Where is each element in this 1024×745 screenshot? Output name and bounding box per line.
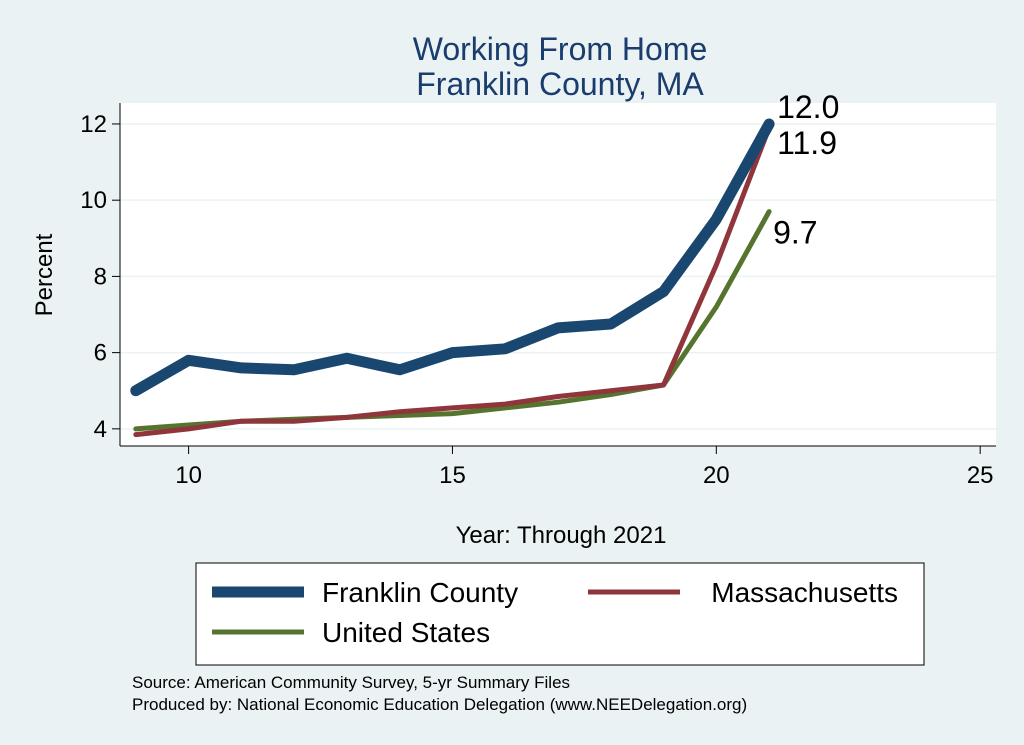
legend-label: United States — [322, 617, 490, 648]
end-labels: 12.011.9 9.7 — [773, 89, 839, 251]
y-tick-label: 8 — [94, 263, 107, 290]
y-tick-label: 4 — [94, 416, 107, 443]
chart-subtitle: Franklin County, MA — [416, 66, 704, 102]
source-note: Source: American Community Survey, 5-yr … — [132, 673, 570, 692]
end-value-label: 9.7 — [773, 215, 817, 251]
y-tick-label: 10 — [80, 187, 107, 214]
x-tick-label: 25 — [967, 462, 994, 489]
producer-note: Produced by: National Economic Education… — [132, 695, 747, 714]
x-tick-label: 15 — [439, 462, 466, 489]
x-tick-label: 10 — [175, 462, 202, 489]
end-value-label: 12.0 — [777, 89, 839, 125]
legend-label: Franklin County — [322, 577, 518, 608]
x-tick-label: 20 — [703, 462, 730, 489]
chart-title: Working From Home — [413, 31, 708, 67]
y-axis: 4 6 8 10 12 — [80, 103, 121, 446]
legend: Franklin County Massachusetts United State… — [195, 562, 925, 666]
series-line-franklin-county — [130, 118, 775, 397]
series-lines — [130, 118, 775, 438]
y-tick-label: 6 — [94, 340, 107, 367]
legend-label: Massachusetts — [711, 577, 898, 608]
y-tick-label: 12 — [80, 111, 107, 138]
legend-box — [195, 562, 925, 666]
plot-area — [120, 103, 996, 446]
series-line-massachusetts — [133, 125, 772, 438]
x-axis-title: Year: Through 2021 — [456, 522, 667, 549]
grid-lines — [120, 123, 996, 430]
x-axis: 10 15 20 25 — [120, 445, 996, 489]
end-value-label: 11.9 — [777, 125, 837, 161]
y-axis-title: Percent — [31, 233, 58, 316]
